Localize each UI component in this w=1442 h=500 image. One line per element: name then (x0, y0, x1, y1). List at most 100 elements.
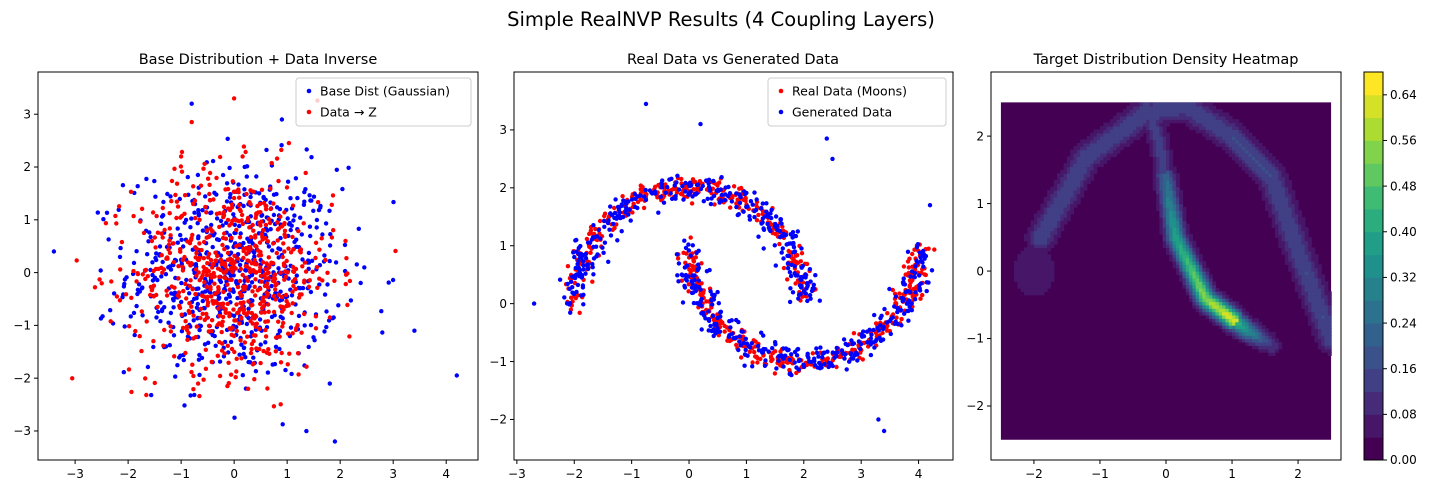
scatter-point (303, 187, 308, 192)
scatter-point (184, 277, 189, 283)
heatmap-cell (1073, 176, 1078, 181)
heatmap-cell (1265, 149, 1269, 154)
colorbar: 0.000.080.160.240.320.400.480.560.64 (1363, 71, 1417, 467)
scatter-point (878, 315, 883, 321)
heatmap-cell (1235, 129, 1240, 134)
heatmap-cell (1258, 335, 1263, 340)
heatmap-cell (1156, 190, 1160, 195)
heatmap-cell (1212, 281, 1217, 286)
heatmap-cell (1255, 163, 1260, 168)
heatmap-cell (1268, 207, 1273, 211)
heatmap-cell (1156, 132, 1160, 137)
heatmap-cell (1139, 122, 1144, 127)
heatmap-cell (1232, 142, 1236, 147)
heatmap-cell (1086, 146, 1091, 151)
heatmap-cell (1179, 271, 1184, 276)
heatmap-cell (1086, 159, 1091, 164)
scatter-point (777, 229, 783, 234)
heatmap-cell (1080, 153, 1085, 157)
scatter-point (164, 288, 169, 293)
heatmap-cell (1265, 331, 1269, 336)
scatter-point (172, 166, 177, 171)
heatmap-cell (1090, 173, 1094, 178)
scatter-point (183, 217, 189, 223)
heatmap-cell (1248, 314, 1253, 319)
scatter-point (905, 249, 911, 254)
scatter-point (268, 227, 273, 232)
heatmap-cell (1241, 156, 1246, 161)
heatmap-cell (1063, 203, 1068, 208)
heatmap-cell (1317, 294, 1322, 299)
heatmap-cell (1195, 247, 1200, 252)
scatter-point (183, 281, 188, 287)
heatmap-cell (1275, 159, 1279, 164)
heatmap-cell (1119, 136, 1124, 141)
scatter-point (279, 147, 284, 153)
heatmap-cell (1109, 142, 1114, 147)
heatmap-cell (1166, 250, 1170, 255)
heatmap-cell (1208, 304, 1213, 309)
scatter-point (347, 278, 353, 284)
scatter-point (245, 334, 250, 339)
heatmap-cell (1278, 183, 1283, 188)
heatmap-cell (1291, 271, 1296, 276)
scatter-point (725, 338, 730, 343)
legend-marker (306, 88, 312, 94)
heatmap-cell (1235, 311, 1240, 316)
scatter-point (841, 351, 846, 356)
heatmap-cell (1271, 186, 1276, 191)
heatmap-cell (1175, 196, 1180, 201)
heatmap-cell (1258, 159, 1263, 164)
heatmap-cell (1235, 159, 1240, 164)
heatmap-cell (1050, 233, 1055, 238)
scatter-point (690, 285, 695, 290)
heatmap-cell (1261, 325, 1266, 329)
heatmap-cell (1172, 173, 1177, 178)
scatter-point (248, 350, 254, 356)
heatmap-cell (1301, 247, 1306, 252)
heatmap-cell (1030, 291, 1035, 296)
heatmap-cell (1033, 233, 1038, 238)
heatmap-cell (1275, 169, 1279, 174)
heatmap-cell (1166, 166, 1170, 171)
heatmap-cell (1182, 264, 1187, 269)
heatmap-cell (1063, 213, 1068, 218)
heatmap-cell (1162, 180, 1167, 184)
scatter-point (194, 251, 199, 256)
scatter-points (531, 101, 937, 434)
heatmap-cell (1294, 260, 1299, 265)
heatmap-cell (1182, 220, 1187, 225)
legend-marker (778, 109, 784, 115)
scatter-point (262, 272, 267, 277)
scatter-point (656, 210, 661, 215)
heatmap-cell (1024, 274, 1028, 279)
heatmap-cell (1291, 220, 1296, 225)
heatmap-cell (1261, 156, 1266, 161)
scatter-point (241, 310, 247, 316)
x-tick-label: −1 (1091, 467, 1109, 481)
scatter-point (218, 257, 224, 262)
heatmap-cell (1090, 146, 1094, 151)
heatmap-cell (1040, 274, 1045, 279)
scatter-point (703, 316, 708, 321)
heatmap-cell (1195, 115, 1200, 120)
heatmap-cell (1169, 196, 1174, 201)
heatmap-cell (1103, 156, 1108, 161)
heatmap-cell (1162, 169, 1167, 174)
heatmap-cell (1185, 254, 1190, 259)
scatter-point (912, 297, 918, 302)
heatmap-cell (1238, 321, 1243, 326)
heatmap-cell (1116, 142, 1121, 147)
heatmap-cell (1265, 173, 1269, 178)
heatmap-cell (1169, 149, 1174, 154)
heatmap-cell (1103, 126, 1108, 130)
heatmap-cell (1033, 284, 1038, 289)
heatmap-cell (1162, 237, 1167, 242)
heatmap-cell (1175, 109, 1180, 114)
scatter-point (679, 176, 684, 182)
scatter-point (332, 278, 337, 283)
heatmap-cell (1175, 112, 1180, 117)
scatter-point (344, 256, 349, 261)
heatmap-cell (1133, 132, 1137, 137)
heatmap-cell (1205, 112, 1210, 117)
